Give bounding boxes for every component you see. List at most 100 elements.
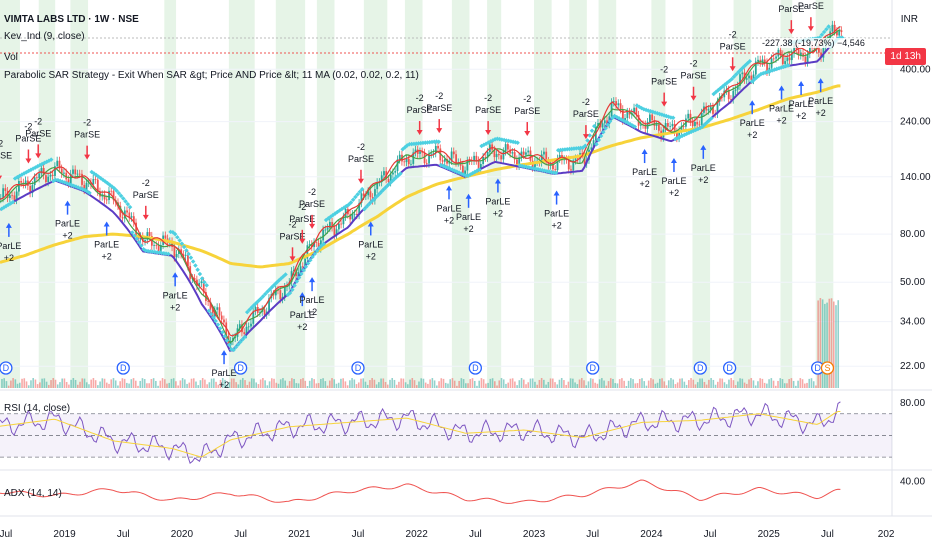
volume-bar <box>130 379 133 388</box>
candle-body <box>513 152 516 160</box>
volume-bar <box>743 382 746 388</box>
adx-pane-label[interactable]: ADX (14, 14) <box>4 488 62 499</box>
signal-qty: -2 <box>83 118 91 128</box>
volume-bar <box>737 381 739 388</box>
sar-dot <box>231 347 236 353</box>
long-position-band <box>534 0 552 388</box>
indicator-legend-vol[interactable]: Vol <box>4 52 18 63</box>
candle-body <box>757 59 759 62</box>
volume-bar <box>288 381 291 388</box>
candle-body <box>820 52 823 58</box>
candle-body <box>534 161 536 168</box>
sar-dot <box>121 196 126 201</box>
signal-qty: +2 <box>669 188 679 198</box>
volume-bar <box>88 384 90 388</box>
candle-body <box>793 44 796 54</box>
candle-body <box>90 182 92 185</box>
volume-bar <box>734 385 737 388</box>
time-tick-label: Jul <box>821 529 834 540</box>
sar-dot <box>190 259 196 264</box>
volume-bar <box>418 381 420 388</box>
volume-bar <box>52 378 55 388</box>
candle-body <box>509 149 512 154</box>
volume-bar <box>797 380 799 388</box>
volume-bar <box>487 382 489 388</box>
volume-bar <box>219 379 222 388</box>
symbol-title[interactable]: VIMTA LABS LTD · 1W · NSE <box>4 14 139 25</box>
volume-bar <box>148 383 150 388</box>
volume-bar <box>710 378 712 388</box>
candle-body <box>335 229 338 236</box>
volume-bar <box>382 378 385 388</box>
candle-body <box>606 120 608 125</box>
candle-body <box>455 154 458 163</box>
candle-body <box>310 244 313 247</box>
sell-arrow-head <box>289 256 296 262</box>
volume-bar <box>331 378 333 388</box>
price-tick-label: 34.00 <box>900 317 925 328</box>
candle-body <box>437 145 439 149</box>
candle-body <box>680 126 683 131</box>
candle-body <box>209 301 212 310</box>
candle-body <box>315 242 318 244</box>
sar-dot <box>587 133 593 138</box>
candle-body <box>712 106 714 114</box>
volume-bar <box>810 378 813 388</box>
signal-label: ParLE <box>661 176 686 186</box>
candle-body <box>33 177 36 186</box>
candle-body <box>234 336 237 338</box>
candle-body <box>301 266 304 268</box>
candle-body <box>698 124 701 126</box>
indicator-legend-kev[interactable]: Kev_Ind (9, close) <box>4 31 85 42</box>
candle-body <box>175 254 178 258</box>
candle-body <box>700 112 703 125</box>
candle-body <box>637 114 640 126</box>
volume-bar <box>271 378 273 388</box>
volume-bar <box>126 382 128 388</box>
volume-bar <box>320 378 322 388</box>
volume-bar <box>705 384 708 388</box>
candle-body <box>353 213 356 215</box>
buy-arrow-head <box>5 222 12 228</box>
signal-label: ParSE <box>426 103 452 113</box>
volume-bar <box>679 378 681 388</box>
rsi-pane-label[interactable]: RSI (14, close) <box>4 403 71 414</box>
candle-body <box>398 154 401 160</box>
sar-dot <box>353 194 358 200</box>
sar-dot <box>294 279 300 284</box>
rsi-line <box>0 401 841 465</box>
dividend-marker <box>693 361 707 375</box>
dividend-marker <box>0 361 13 375</box>
candle-body <box>9 195 11 198</box>
volume-bar <box>163 379 166 388</box>
candle-body <box>317 243 320 249</box>
candle-body <box>806 53 809 63</box>
candle-body <box>283 286 286 297</box>
volume-bar <box>601 378 603 388</box>
volume-bar <box>467 383 469 388</box>
volume-bar <box>436 385 438 388</box>
candle-body <box>428 154 430 164</box>
strategy-legend[interactable]: Parabolic SAR Strategy - Exit When SAR &… <box>4 70 419 81</box>
candle-body <box>272 294 275 296</box>
volume-bar <box>349 380 351 388</box>
volume-bar <box>262 378 264 388</box>
sell-arrow-head <box>0 175 3 180</box>
volume-bar <box>132 378 135 388</box>
volume-bar <box>621 378 623 388</box>
volume-bar <box>393 379 396 388</box>
volume-bar <box>12 378 14 388</box>
candle-body <box>669 126 672 127</box>
candle-body <box>263 309 266 315</box>
candle-body <box>245 326 248 335</box>
sar-dot <box>292 283 297 288</box>
volume-bar <box>190 378 193 388</box>
candle-body <box>603 120 606 124</box>
candle-body <box>829 31 832 40</box>
volume-bar <box>522 379 525 388</box>
volume-bar <box>574 382 576 388</box>
volume-bar <box>384 381 387 388</box>
volume-bar <box>507 382 509 388</box>
